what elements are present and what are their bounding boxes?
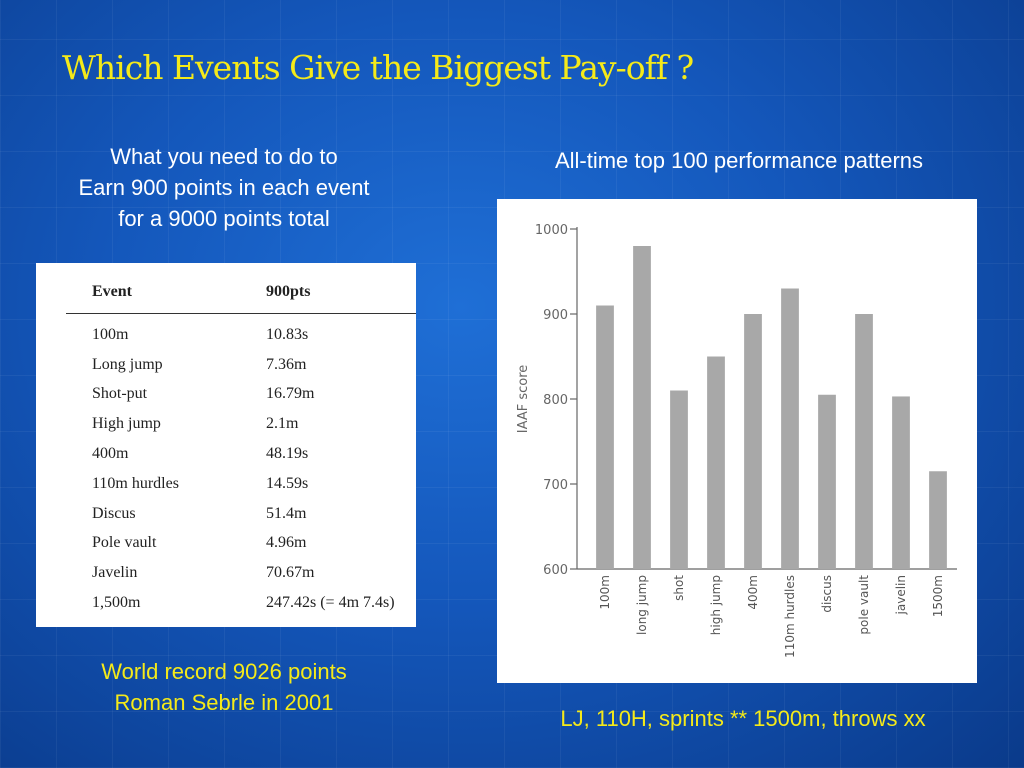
event-cell: Shot-put bbox=[92, 385, 148, 403]
bar-100m bbox=[596, 305, 614, 569]
bar-pole-vault bbox=[855, 314, 873, 569]
table-row: 110m hurdles 14.59s bbox=[66, 469, 416, 499]
intro-line-3: for a 9000 points total bbox=[118, 206, 330, 231]
value-cell: 48.19s bbox=[266, 445, 309, 463]
bar-110m-hurdles bbox=[781, 288, 799, 569]
table-row: Long jump 7.36m bbox=[66, 350, 416, 380]
value-cell: 7.36m bbox=[266, 355, 307, 373]
table-row: Shot-put 16.79m bbox=[66, 380, 416, 410]
chart-intro: All-time top 100 performance patterns bbox=[554, 148, 924, 173]
bar-1500m bbox=[929, 471, 947, 569]
table-row: Discus 51.4m bbox=[66, 499, 416, 529]
event-cell: 100m bbox=[92, 325, 129, 343]
value-cell: 51.4m bbox=[266, 504, 307, 522]
y-tick-label: 700 bbox=[543, 478, 568, 493]
value-cell: 14.59s bbox=[266, 474, 309, 492]
bar-long-jump bbox=[633, 246, 651, 569]
y-tick-label: 600 bbox=[543, 563, 568, 578]
event-points-table: Event 900pts 100m 10.83s Long jump 7.36m S… bbox=[66, 279, 416, 618]
event-payoff-summary: LJ, 110H, sprints ** 1500m, throws xx bbox=[560, 706, 926, 731]
record-line-1: World record 9026 points bbox=[101, 659, 347, 684]
y-tick-label: 1000 bbox=[535, 223, 568, 238]
category-label: high jump bbox=[709, 575, 723, 635]
event-cell: Pole vault bbox=[92, 534, 157, 552]
value-cell: 10.83s bbox=[266, 325, 309, 343]
iaaf-score-bar-chart: 1000 900 800 700 600 IAAF score 100m long jump s… bbox=[516, 223, 957, 658]
slide-title: Which Events Give the Biggest Pay-off ? bbox=[62, 48, 694, 87]
iaaf-score-chart-panel: 1000 900 800 700 600 IAAF score 100m long jump s… bbox=[497, 199, 977, 683]
event-points-table-panel: Event 900pts 100m 10.83s Long jump 7.36m S… bbox=[36, 263, 416, 627]
y-tick-label: 800 bbox=[543, 393, 568, 408]
bar-400m bbox=[744, 314, 762, 569]
event-cell: Long jump bbox=[92, 355, 163, 373]
intro-line-1: What you need to do to bbox=[110, 144, 338, 169]
category-label: 100m bbox=[598, 575, 612, 610]
event-cell: 110m hurdles bbox=[92, 474, 179, 492]
category-label: 110m hurdles bbox=[783, 575, 797, 658]
y-axis-label: IAAF score bbox=[516, 365, 531, 434]
table-row: 1,500m 247.42s (= 4m 7.4s) bbox=[66, 588, 416, 618]
category-label: 1500m bbox=[931, 575, 945, 617]
header-900pts: 900pts bbox=[240, 279, 416, 314]
bar-discus bbox=[818, 394, 836, 569]
world-record-note: World record 9026 points Roman Sebrle in… bbox=[22, 656, 426, 718]
event-target-intro: What you need to do to Earn 900 points i… bbox=[22, 141, 426, 234]
category-label: pole vault bbox=[857, 575, 871, 635]
value-cell: 70.67m bbox=[266, 564, 315, 582]
category-label: javelin bbox=[894, 575, 908, 615]
category-label: long jump bbox=[635, 575, 649, 635]
bar-javelin bbox=[892, 396, 910, 569]
bar-high-jump bbox=[707, 356, 725, 569]
event-cell: 1,500m bbox=[92, 594, 141, 612]
value-cell: 4.96m bbox=[266, 534, 307, 552]
table-row: 400m 48.19s bbox=[66, 439, 416, 469]
event-cell: 400m bbox=[92, 445, 129, 463]
y-tick-label: 900 bbox=[543, 308, 568, 323]
header-event: Event bbox=[66, 279, 240, 314]
value-cell: 247.42s (= 4m 7.4s) bbox=[266, 594, 395, 612]
category-label: discus bbox=[820, 575, 834, 613]
intro-line-2: Earn 900 points in each event bbox=[78, 175, 370, 200]
table-row: Javelin 70.67m bbox=[66, 558, 416, 588]
value-cell: 2.1m bbox=[266, 415, 299, 433]
table-row: High jump 2.1m bbox=[66, 409, 416, 439]
event-cell: Javelin bbox=[92, 564, 138, 582]
value-cell: 16.79m bbox=[266, 385, 315, 403]
category-label: 400m bbox=[746, 575, 760, 610]
category-label: shot bbox=[672, 575, 686, 601]
table-header-row: Event 900pts bbox=[66, 279, 416, 314]
event-cell: High jump bbox=[92, 415, 161, 433]
table-row: 100m 10.83s bbox=[66, 314, 416, 350]
bar-shot bbox=[670, 390, 688, 569]
table-row: Pole vault 4.96m bbox=[66, 529, 416, 559]
event-cell: Discus bbox=[92, 504, 136, 522]
record-line-2: Roman Sebrle in 2001 bbox=[114, 690, 334, 715]
